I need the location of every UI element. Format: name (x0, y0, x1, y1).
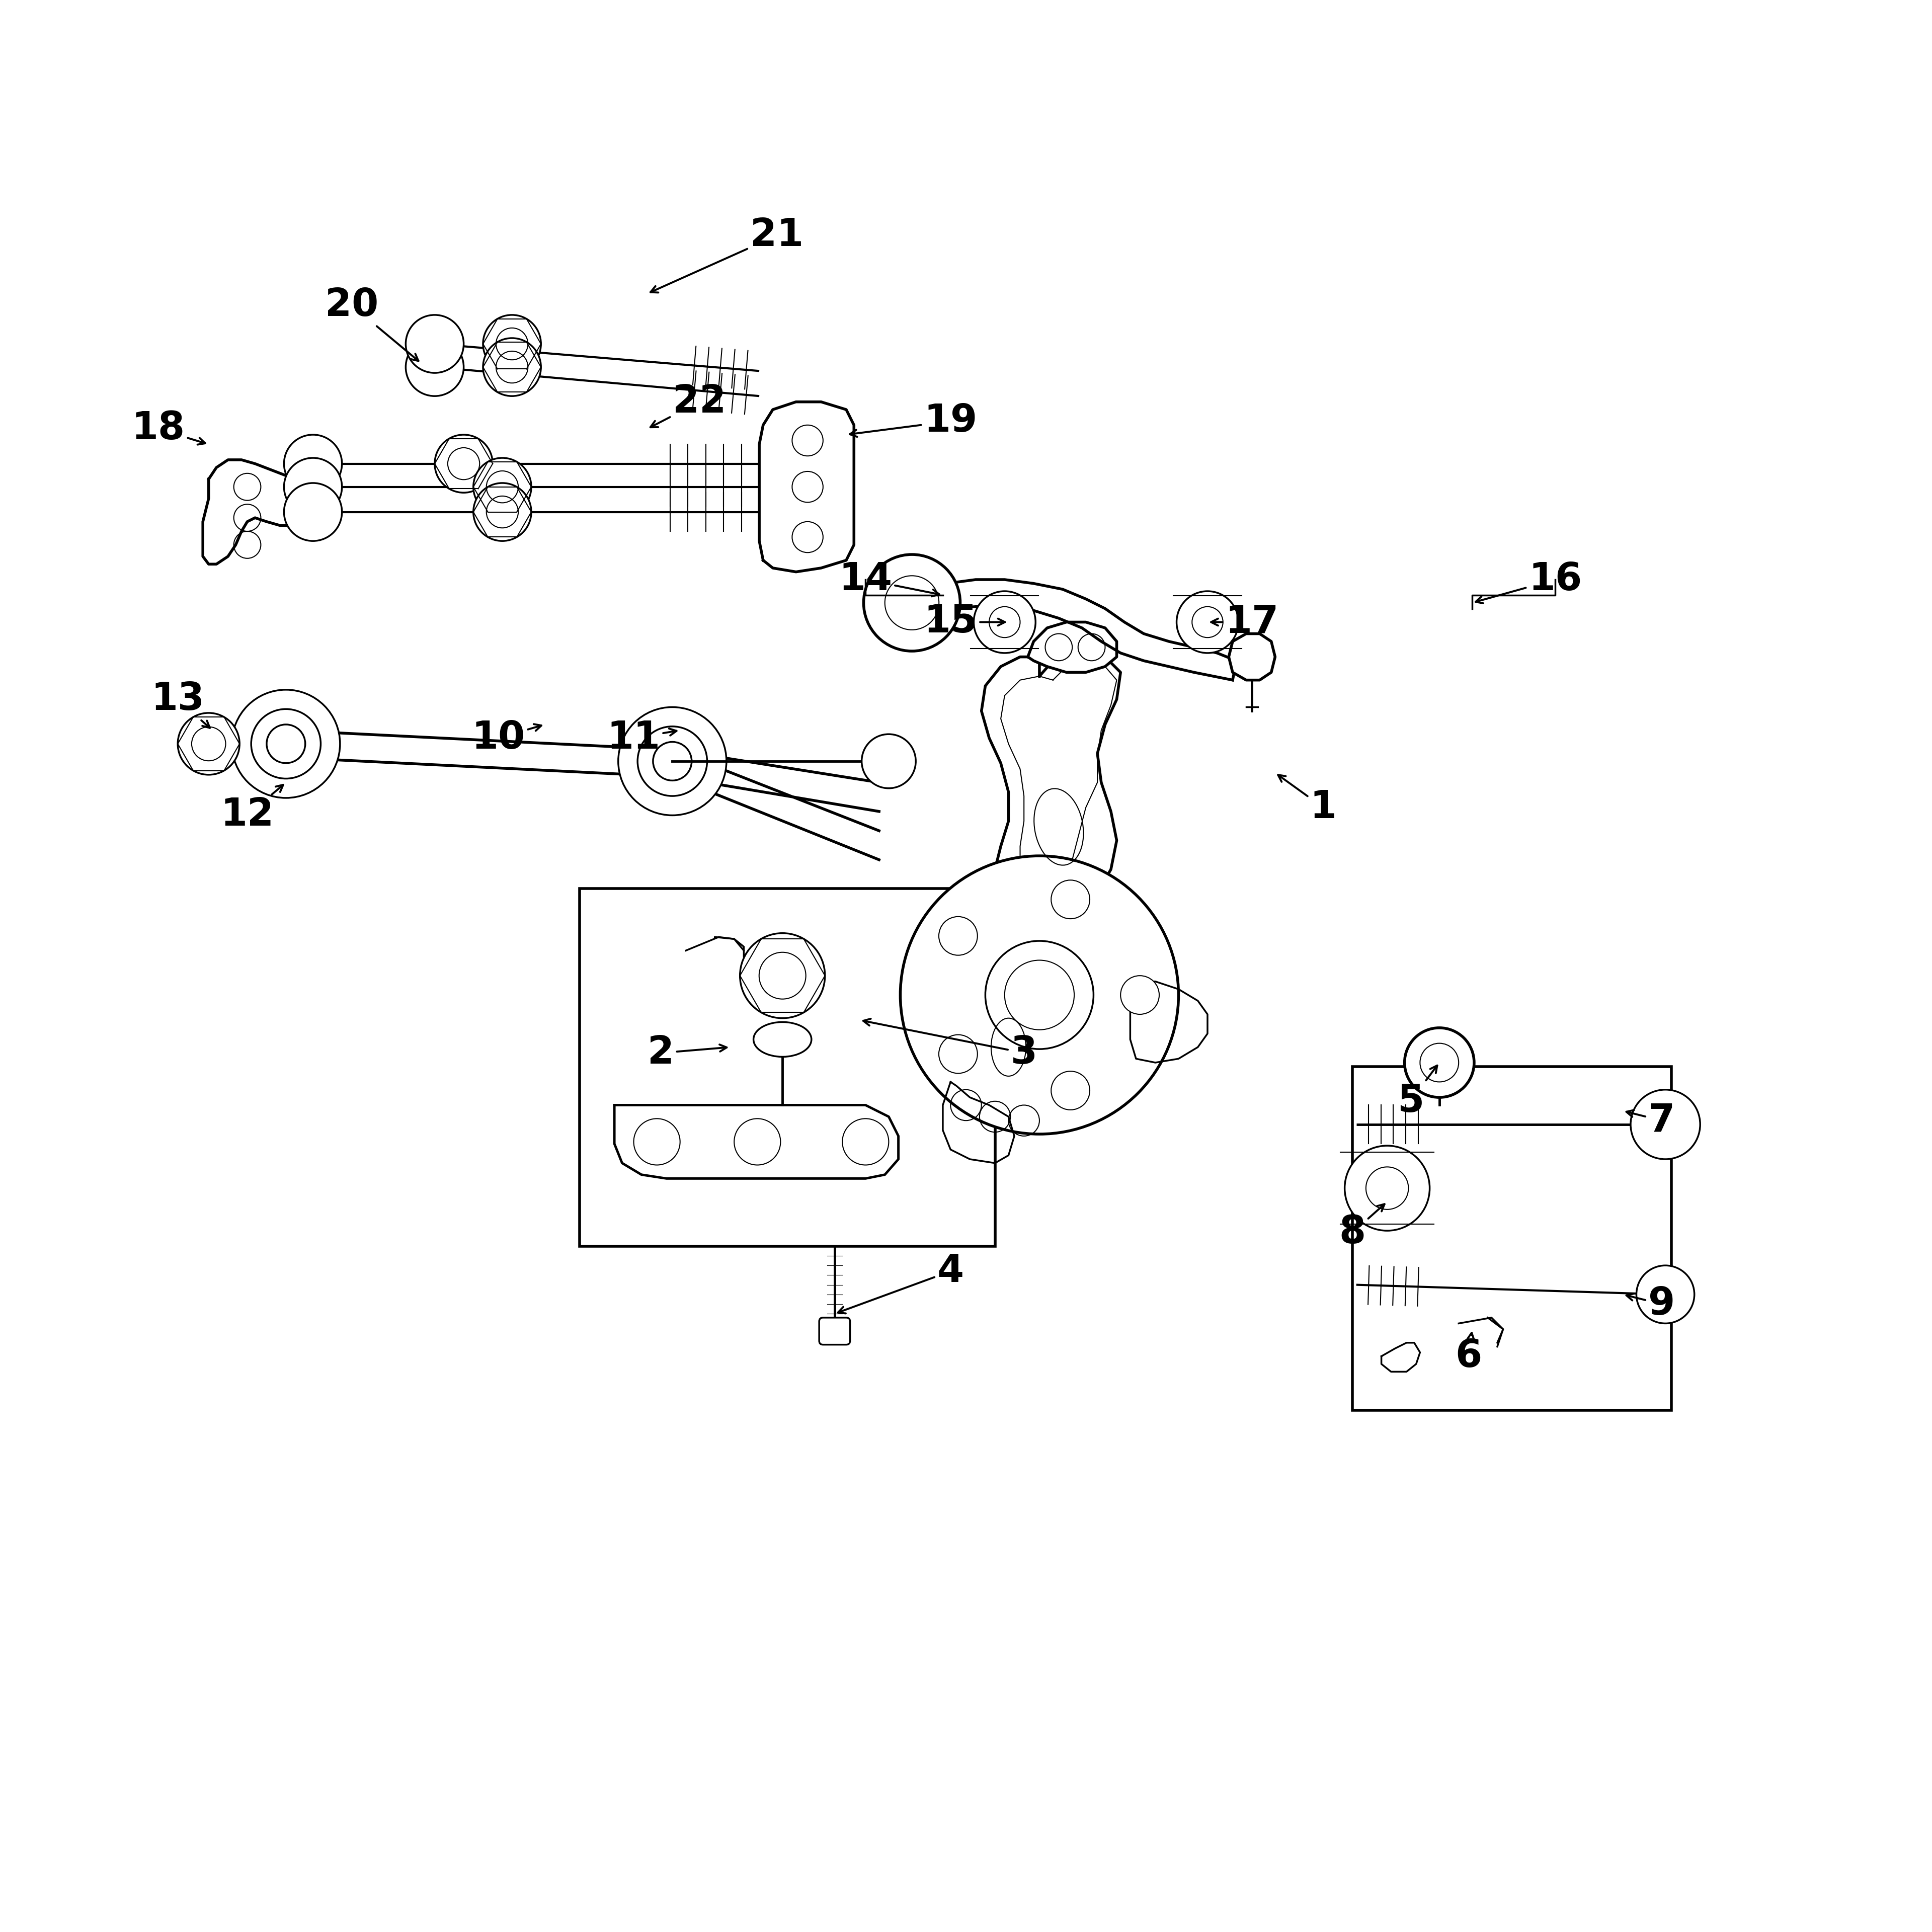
Text: 16: 16 (1476, 560, 1582, 603)
Circle shape (618, 707, 726, 815)
Circle shape (284, 435, 342, 493)
Circle shape (1636, 1265, 1694, 1323)
Text: 17: 17 (1211, 603, 1279, 641)
Polygon shape (943, 885, 1136, 1078)
Circle shape (939, 916, 978, 954)
Circle shape (974, 591, 1036, 653)
Text: 6: 6 (1455, 1333, 1482, 1376)
Text: 22: 22 (651, 383, 726, 427)
Text: 20: 20 (325, 286, 419, 361)
Polygon shape (1130, 981, 1208, 1063)
Circle shape (406, 338, 464, 396)
Text: 12: 12 (220, 784, 284, 835)
Circle shape (473, 483, 531, 541)
Text: 18: 18 (131, 410, 205, 448)
Polygon shape (203, 460, 313, 564)
Circle shape (985, 941, 1094, 1049)
Circle shape (435, 435, 493, 493)
Text: 1: 1 (1279, 775, 1337, 827)
Text: 9: 9 (1627, 1285, 1675, 1323)
Polygon shape (981, 653, 1121, 927)
Text: 15: 15 (923, 603, 1005, 641)
Text: 5: 5 (1397, 1065, 1437, 1121)
Ellipse shape (753, 1022, 811, 1057)
Circle shape (939, 1036, 978, 1074)
Text: 19: 19 (850, 402, 978, 440)
Circle shape (1121, 976, 1159, 1014)
Text: 7: 7 (1627, 1101, 1675, 1140)
FancyBboxPatch shape (819, 1318, 850, 1345)
Circle shape (740, 933, 825, 1018)
Circle shape (251, 709, 321, 779)
Polygon shape (759, 402, 854, 572)
Circle shape (232, 690, 340, 798)
Text: 10: 10 (471, 719, 541, 757)
Text: 2: 2 (647, 1034, 726, 1072)
Circle shape (178, 713, 240, 775)
Circle shape (862, 734, 916, 788)
Circle shape (638, 726, 707, 796)
Polygon shape (763, 429, 846, 502)
Bar (1352, 1066, 1671, 1410)
Circle shape (900, 856, 1179, 1134)
Text: 3: 3 (864, 1018, 1037, 1072)
Circle shape (864, 554, 960, 651)
Text: 11: 11 (607, 719, 676, 757)
Text: 21: 21 (651, 216, 804, 292)
Circle shape (483, 338, 541, 396)
Circle shape (406, 315, 464, 373)
Circle shape (1051, 1070, 1090, 1109)
Text: 4: 4 (838, 1252, 964, 1314)
Circle shape (284, 483, 342, 541)
Circle shape (483, 315, 541, 373)
Bar (580, 889, 995, 1246)
Text: 13: 13 (151, 680, 211, 728)
Polygon shape (1229, 634, 1275, 680)
Circle shape (284, 458, 342, 516)
Circle shape (1631, 1090, 1700, 1159)
Text: 8: 8 (1339, 1204, 1385, 1252)
Circle shape (1177, 591, 1238, 653)
Circle shape (1345, 1146, 1430, 1231)
Circle shape (1051, 881, 1090, 920)
Polygon shape (1028, 622, 1117, 672)
Polygon shape (943, 1082, 1014, 1163)
Text: 14: 14 (838, 560, 939, 599)
Polygon shape (1381, 1343, 1420, 1372)
Circle shape (1405, 1028, 1474, 1097)
Circle shape (473, 458, 531, 516)
Polygon shape (614, 1105, 898, 1179)
